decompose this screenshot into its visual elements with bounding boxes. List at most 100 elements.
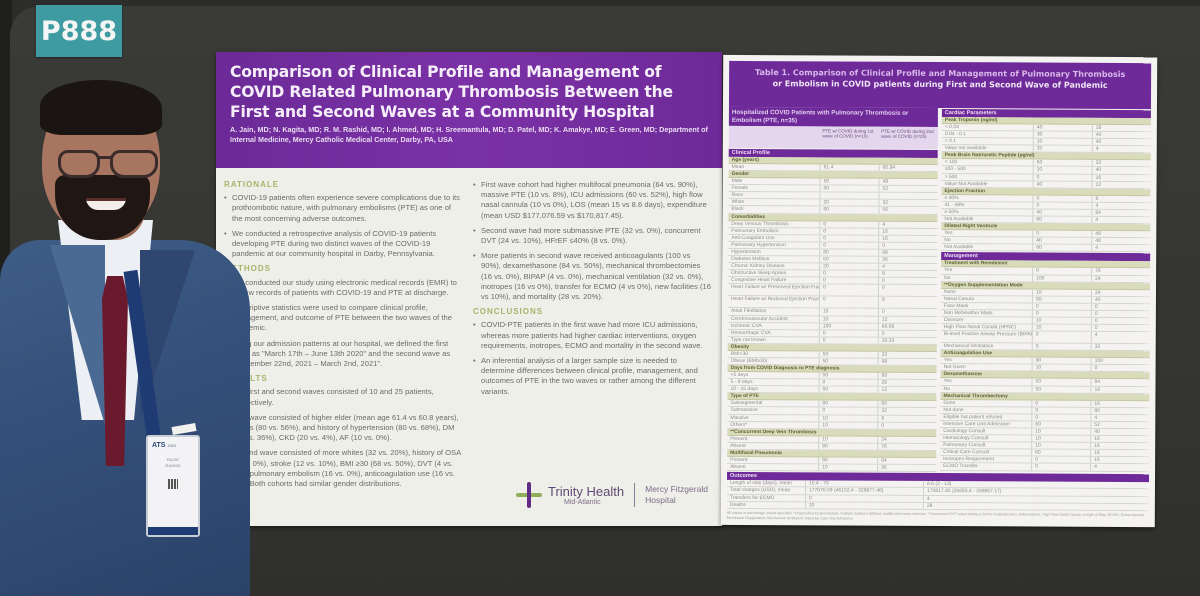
second-wave-value: 0 <box>878 242 938 249</box>
first-wave-value: 10 <box>1032 138 1092 146</box>
column-headers: PTE w/ COVID during 1st wave of COVID (n… <box>728 125 938 149</box>
first-wave-value: 0 <box>1031 414 1091 421</box>
first-wave-value: 30 <box>1032 131 1092 138</box>
second-wave-value: 33.33 <box>877 337 937 344</box>
second-wave-value: 16 <box>1090 457 1150 464</box>
conclusions-bullet: An inferential analysis of a larger samp… <box>473 356 712 397</box>
row-label: Hemorrhagic CVA <box>730 329 771 336</box>
row-label: ECMO Transfer <box>943 463 978 470</box>
row-label: Black <box>731 206 744 213</box>
first-wave-value: 20 <box>1032 145 1092 153</box>
row-label: Yes <box>944 230 953 237</box>
second-wave-value: 28 <box>922 502 1149 511</box>
conference-badge: ATS 2022 RAJAT RASHID <box>146 435 200 537</box>
row-label: No <box>944 237 951 244</box>
row-label: Massive <box>730 414 749 421</box>
row-label: < 100 <box>944 159 958 166</box>
row-label: Nasal Canula <box>943 295 975 302</box>
second-wave-value: 0 <box>1090 317 1150 325</box>
row-label: Submassive <box>730 407 758 414</box>
badge-org: ATS <box>152 442 166 449</box>
first-wave-value: 10 <box>818 464 878 471</box>
row-label: ≥ 50% <box>944 208 959 216</box>
second-wave-value: 32 <box>1090 343 1150 351</box>
row-label: Not Available <box>944 216 974 223</box>
rationale-bullet: We conducted a retrospective analysis of… <box>224 229 463 260</box>
first-wave-value: 0 <box>818 284 879 297</box>
second-wave-value: 8 <box>877 297 937 309</box>
first-wave-value: 15.4 - 75 <box>804 480 924 488</box>
second-wave-value: 16 <box>1090 450 1150 457</box>
row-label: Cardiology Consult <box>943 428 986 435</box>
second-wave-value: 16 <box>1091 174 1151 181</box>
row-label: Female <box>731 185 749 192</box>
table-row: Heart Failure w/ Reduced Ejection Fracti… <box>727 296 937 310</box>
table-row: Not Available 60 4 <box>941 244 1151 253</box>
first-wave-value <box>819 192 879 200</box>
row-label: Race <box>731 192 744 199</box>
second-wave-value: 52 <box>1090 421 1150 429</box>
second-wave-value: 4 <box>1091 146 1151 153</box>
first-wave-value: 0 <box>818 296 878 309</box>
row-label: Yes <box>943 357 952 364</box>
first-wave-value: 0 <box>804 494 923 502</box>
second-wave-value: 32 <box>878 200 938 207</box>
row-label: 0.04 - 0.1 <box>944 131 966 138</box>
second-wave-value: 48 <box>1091 230 1151 238</box>
outcome-label: Transfers for ECMO <box>729 494 775 501</box>
row-label: Obese (BMI≥30) <box>730 357 768 365</box>
second-wave-value: 24 <box>877 436 937 443</box>
first-wave-value: 50 <box>819 185 879 192</box>
poster-body: RATIONALE COVID-19 patients often experi… <box>216 168 722 494</box>
trinity-cross-icon <box>516 482 542 508</box>
first-wave-value: 0 <box>1032 267 1092 275</box>
conclusions-heading: CONCLUSIONS <box>473 307 544 317</box>
second-wave-value: 36 <box>877 464 937 472</box>
row-label: None <box>943 288 956 295</box>
second-wave-value: 66.66 <box>877 323 937 330</box>
first-wave-value: 0 <box>1032 174 1092 181</box>
conclusions-bullet: COVID-PTE patients in the first wave had… <box>473 320 712 351</box>
hospital-name-line-1: Mercy Fitzgerald <box>645 484 708 494</box>
outcome-label: Total charges (USD), mean <box>729 487 791 494</box>
second-wave-value: 40 <box>1091 167 1151 174</box>
first-wave-value: 50 <box>818 351 878 358</box>
second-wave-value: 0 <box>877 422 937 429</box>
table-columns: Hospitalized COVID Patients with Pulmona… <box>727 106 1151 473</box>
row-label: Value not available <box>944 145 987 152</box>
second-wave-value: 0 <box>878 277 938 285</box>
first-wave-value: 50 <box>818 372 878 379</box>
first-wave-value: 0 <box>1031 456 1091 464</box>
outcomes-section: Outcomes Length of stay (days), mean 15.4… <box>726 471 1150 512</box>
first-wave-value: 0 <box>819 220 879 228</box>
rationale-heading: RATIONALE <box>224 180 280 189</box>
first-wave-value: 10 <box>818 436 878 443</box>
row-label: Type not known <box>730 336 766 343</box>
row-label: Congestive Heart Failure <box>731 277 787 284</box>
first-wave-value: 0 <box>819 270 879 277</box>
second-wave-value: 32 <box>877 351 937 358</box>
second-wave-value: 40 <box>1090 296 1150 303</box>
second-wave-value: 4 <box>1091 202 1151 210</box>
row-label: Obstructive Sleep Apnea <box>731 270 787 277</box>
row-label: > 0.1 <box>944 138 957 145</box>
rationale-bullet: COVID-19 patients often experience sever… <box>224 193 463 224</box>
second-wave-value: 4 <box>1091 245 1151 252</box>
row-label: Intensive Care Unit Admission <box>943 420 1011 428</box>
first-wave-value: 20 <box>804 502 923 510</box>
first-wave-value: 50 <box>1031 386 1091 393</box>
row-label: No <box>944 274 951 281</box>
first-wave-value: 0 <box>1031 400 1091 407</box>
col1-header: PTE w/ COVID during 1st wave of COVID (n… <box>822 128 874 140</box>
research-poster: Comparison of Clinical Profile and Manag… <box>216 52 722 526</box>
first-wave-value: 61.4 <box>819 164 879 171</box>
first-wave-value: 100 <box>818 322 878 330</box>
row-label: ≤ 40% <box>944 194 959 201</box>
badge-name-line-1: RAJAT <box>166 457 180 462</box>
poster-authors: A. Jain, MD; N. Kagita, MD; R. M. Rashid… <box>230 125 708 144</box>
row-label: Oximizer <box>943 316 964 324</box>
first-wave-value: 40 <box>1032 209 1092 216</box>
population-heading: Hospitalized COVID Patients with Pulmona… <box>728 106 938 127</box>
row-label: Not done <box>943 406 964 413</box>
table-title: Table 1. Comparison of Clinical Profile … <box>728 60 1152 110</box>
